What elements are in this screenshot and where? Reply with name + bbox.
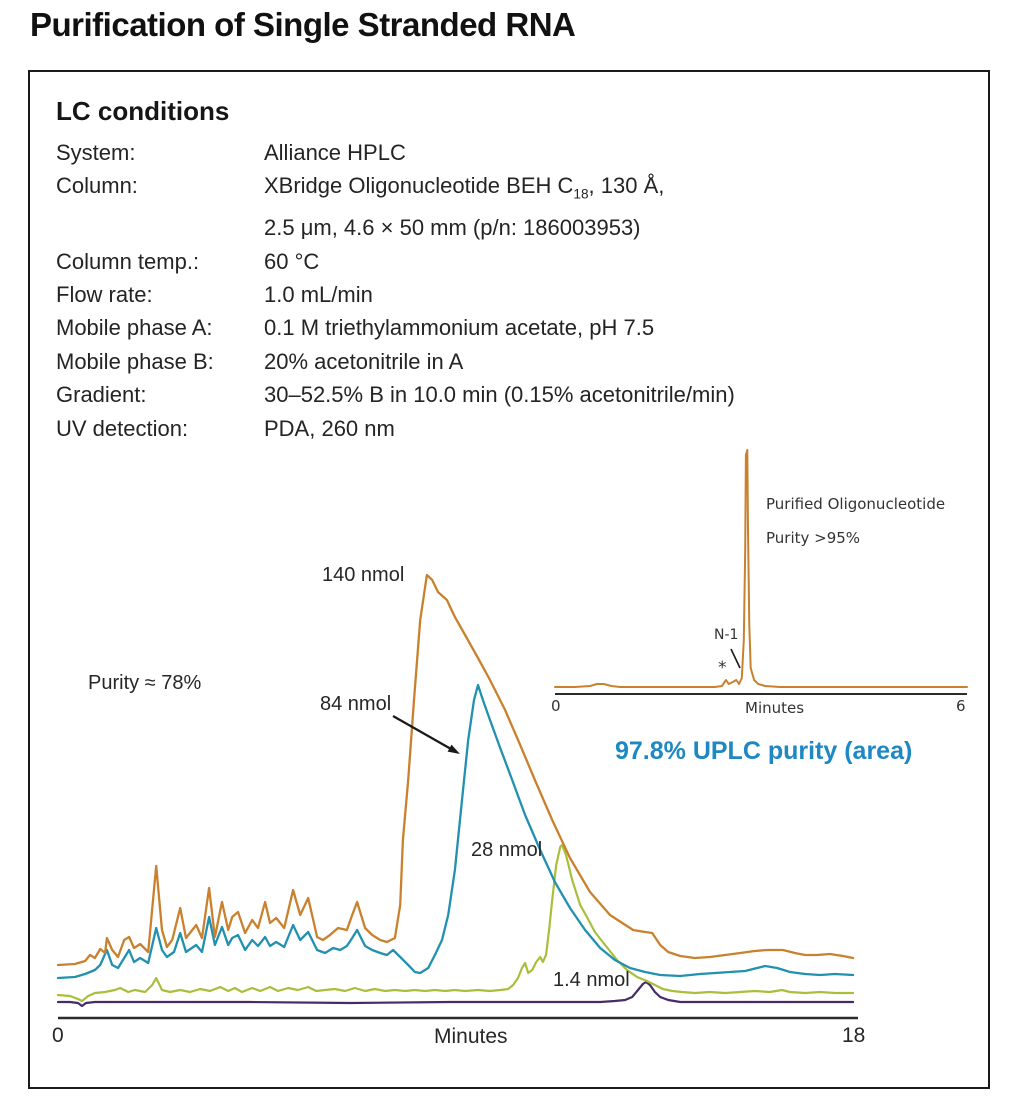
label-84-nmol: 84 nmol <box>320 693 392 715</box>
condition-value: 20% acetonitrile in A <box>264 348 464 374</box>
condition-row-mobile-phase-a: Mobile phase A: 0.1 M triethylammonium a… <box>56 311 735 344</box>
inset-label-asterisk: * <box>718 658 727 678</box>
main-axis-label-minutes: Minutes <box>434 1025 508 1048</box>
inset-axis-label-minutes: Minutes <box>745 699 805 717</box>
condition-row-flow-rate: Flow rate: 1.0 mL/min <box>56 278 735 311</box>
84nmol-arrow-head <box>447 744 460 754</box>
condition-value: PDA, 260 nm <box>264 415 395 441</box>
main-axis-tick-18: 18 <box>842 1024 866 1047</box>
label-28-nmol: 28 nmol <box>471 839 543 861</box>
inset-axis-tick-0: 0 <box>551 697 561 715</box>
column-value-line2: 2.5 μm, 4.6 × 50 mm (p/n: 186003953) <box>264 215 641 241</box>
condition-value: 60 °C <box>264 248 320 274</box>
lc-conditions-table: System: Alliance HPLC Column: XBridge Ol… <box>56 136 735 445</box>
main-axis-tick-0: 0 <box>52 1024 64 1047</box>
column-value-part2: , 130 Å, <box>588 173 665 199</box>
condition-label: Column temp.: <box>56 248 200 274</box>
column-value-part1: XBridge Oligonucleotide BEH C <box>264 173 574 199</box>
condition-label: UV detection: <box>56 415 189 441</box>
condition-row-system: System: Alliance HPLC <box>56 136 735 169</box>
label-purity-78: Purity ≈ 78% <box>88 672 202 694</box>
condition-row-mobile-phase-b: Mobile phase B: 20% acetonitrile in A <box>56 345 735 378</box>
lc-conditions-heading: LC conditions <box>56 96 230 126</box>
chart-annotations <box>58 648 967 1020</box>
condition-row-uv-detection: UV detection: PDA, 260 nm <box>56 412 735 445</box>
condition-value: Alliance HPLC <box>264 140 406 165</box>
condition-value: XBridge Oligonucleotide BEH C18, 130 Å, … <box>264 169 664 244</box>
condition-label: Mobile phase B: <box>56 348 214 374</box>
condition-row-gradient: Gradient: 30–52.5% B in 10.0 min (0.15% … <box>56 378 735 411</box>
condition-label: Flow rate: <box>56 282 153 308</box>
label-1-4-nmol: 1.4 nmol <box>553 969 630 991</box>
84nmol-arrow-line <box>392 715 452 750</box>
condition-label: Mobile phase A: <box>56 315 213 341</box>
column-value-subscript: 18 <box>573 186 589 202</box>
condition-value: 1.0 mL/min <box>264 282 373 308</box>
page-title: Purification of Single Stranded RNA <box>30 6 576 43</box>
inset-title-line2: Purity >95% <box>766 529 861 547</box>
inset-title-line1: Purified Oligonucleotide <box>766 495 946 513</box>
trace-main-1-4-nmol <box>56 980 855 1008</box>
label-140-nmol: 140 nmol <box>322 564 405 586</box>
trace-main-84-nmol <box>56 683 855 980</box>
inset-label-n-1: N-1 <box>714 627 739 643</box>
n1-pointer-line <box>730 648 741 669</box>
condition-row-column: Column: XBridge Oligonucleotide BEH C18,… <box>56 169 735 244</box>
condition-label: System: <box>56 140 136 165</box>
condition-value: 30–52.5% B in 10.0 min (0.15% acetonitri… <box>264 382 735 408</box>
chromatogram-traces <box>56 449 968 1008</box>
trace-main-28-nmol <box>56 843 855 1003</box>
uplc-purity-callout: 97.8% UPLC purity (area) <box>615 737 913 765</box>
condition-row-column-temp: Column temp.: 60 °C <box>56 245 735 278</box>
trace-main-140-nmol <box>56 573 855 967</box>
condition-label: Column: <box>56 173 138 199</box>
figure-panel-border <box>28 70 990 1089</box>
trace-inset-purified-oligonucleotide <box>554 449 968 688</box>
condition-value: 0.1 M triethylammonium acetate, pH 7.5 <box>264 315 655 341</box>
inset-axis-tick-6: 6 <box>956 697 966 715</box>
condition-label: Gradient: <box>56 382 147 408</box>
